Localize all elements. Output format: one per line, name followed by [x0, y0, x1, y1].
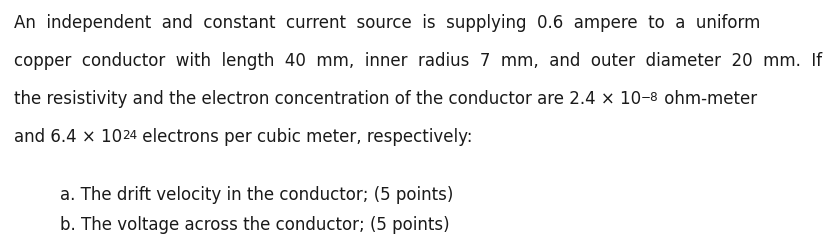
Text: An  independent  and  constant  current  source  is  supplying  0.6  ampere  to : An independent and constant current sour… [14, 14, 760, 32]
Text: copper  conductor  with  length  40  mm,  inner  radius  7  mm,  and  outer  dia: copper conductor with length 40 mm, inne… [14, 52, 822, 70]
Text: a. The drift velocity in the conductor; (5 points): a. The drift velocity in the conductor; … [60, 186, 453, 204]
Text: b. The voltage across the conductor; (5 points): b. The voltage across the conductor; (5 … [60, 216, 450, 234]
Text: ohm-meter: ohm-meter [659, 90, 757, 108]
Text: electrons per cubic meter, respectively:: electrons per cubic meter, respectively: [137, 128, 473, 146]
Text: and 6.4 × 10: and 6.4 × 10 [14, 128, 122, 146]
Text: the resistivity and the electron concentration of the conductor are 2.4 × 10: the resistivity and the electron concent… [14, 90, 641, 108]
Text: −8: −8 [641, 91, 659, 104]
Text: 24: 24 [122, 129, 137, 142]
